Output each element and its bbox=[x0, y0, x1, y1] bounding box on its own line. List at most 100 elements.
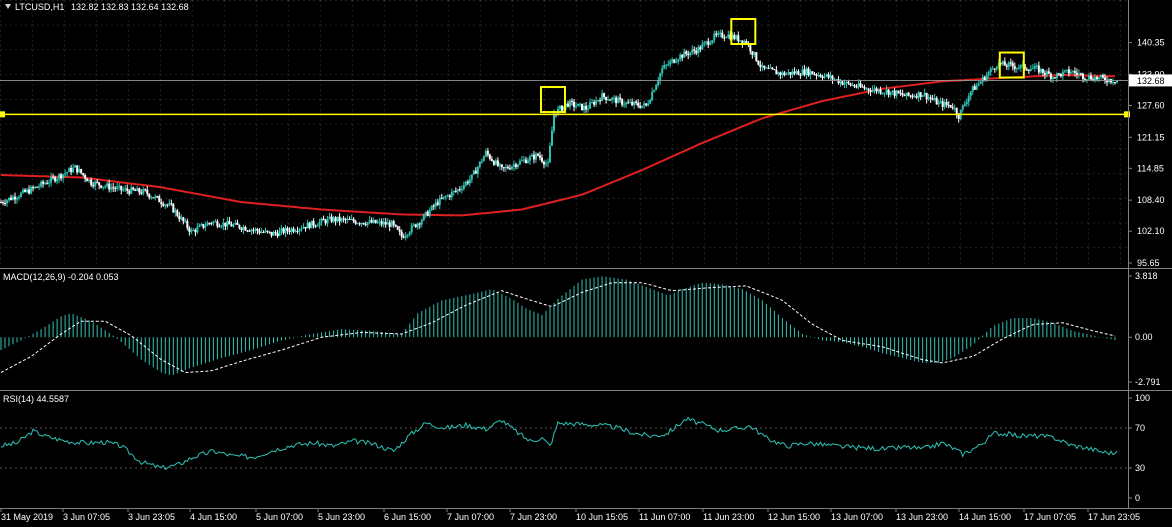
candle-body bbox=[392, 220, 395, 225]
candle-body bbox=[360, 222, 363, 224]
rsi-tick-label: 30 bbox=[1135, 463, 1145, 473]
candle-body bbox=[803, 69, 806, 75]
candle-body bbox=[508, 168, 511, 170]
candle-body bbox=[344, 218, 347, 221]
time-tick-label: 5 Jun 23:00 bbox=[318, 512, 365, 522]
highlight-boxes bbox=[539, 18, 1025, 114]
candle-body bbox=[532, 154, 535, 160]
candle-body bbox=[1053, 77, 1056, 79]
candle-body bbox=[466, 181, 469, 184]
candle-body bbox=[655, 84, 658, 91]
candle-body bbox=[122, 189, 125, 191]
candle-body bbox=[34, 186, 37, 189]
candle-body bbox=[1049, 73, 1052, 79]
candle-body bbox=[567, 103, 570, 107]
candle-body bbox=[1061, 71, 1064, 77]
rsi-line bbox=[0, 416, 1118, 471]
candle-body bbox=[44, 183, 47, 185]
candle-body bbox=[394, 224, 397, 227]
triangle-down-icon[interactable] bbox=[5, 4, 11, 9]
candle-body bbox=[1069, 72, 1072, 74]
candle-body bbox=[957, 114, 960, 119]
candle-body bbox=[208, 223, 211, 225]
candle-body bbox=[480, 161, 483, 163]
candle-body bbox=[615, 97, 618, 104]
candle-body bbox=[492, 160, 495, 165]
candle-body bbox=[989, 68, 992, 73]
candle-body bbox=[635, 101, 638, 103]
candle-body bbox=[214, 221, 217, 223]
candle-body bbox=[849, 83, 852, 86]
candle-body bbox=[617, 97, 620, 104]
candle-body bbox=[48, 182, 51, 184]
candle-body bbox=[1115, 80, 1118, 83]
rsi-panel[interactable]: 100 70 30 0 RSI(14) 44.5587 bbox=[0, 390, 1172, 504]
candle-body bbox=[396, 226, 399, 230]
price-panel[interactable]: 140.35 133.90 127.60 121.15 114.85 108.40 102.… bbox=[0, 0, 1172, 268]
candle-body bbox=[162, 203, 165, 206]
candle-body bbox=[46, 183, 49, 185]
candle-body bbox=[965, 101, 968, 105]
candle-body bbox=[204, 225, 207, 228]
rsi-polyline bbox=[0, 416, 1118, 471]
candle-body bbox=[729, 34, 732, 40]
candle-body bbox=[613, 97, 616, 99]
candle-body bbox=[24, 189, 27, 192]
candle-body bbox=[16, 198, 19, 200]
candle-body bbox=[38, 186, 41, 188]
candle-body bbox=[136, 188, 139, 192]
candle-body bbox=[799, 74, 802, 76]
price-tick-label: 140.35 bbox=[1137, 38, 1165, 48]
candle-body bbox=[526, 160, 529, 163]
candle-body bbox=[254, 229, 257, 231]
candle-body bbox=[444, 196, 447, 198]
candle-body bbox=[985, 75, 988, 81]
candle-body bbox=[1063, 70, 1066, 72]
candle-body bbox=[807, 68, 810, 76]
time-tick-label: 14 Jun 15:00 bbox=[959, 512, 1011, 522]
candle-body bbox=[1077, 73, 1080, 75]
candle-body bbox=[180, 217, 183, 220]
candle-body bbox=[1071, 71, 1074, 73]
candle-body bbox=[414, 224, 417, 228]
rsi-tick-label: 100 bbox=[1135, 393, 1150, 403]
candle-body bbox=[126, 188, 129, 191]
candle-body bbox=[158, 196, 161, 203]
candle-body bbox=[446, 195, 449, 197]
candle-body bbox=[853, 85, 856, 87]
candle-body bbox=[22, 189, 25, 193]
candle-body bbox=[150, 197, 153, 199]
macd-panel[interactable]: 3.818 0.00 -2.791 MACD(12,26,9) -0.204 0.0… bbox=[0, 268, 1172, 387]
candle-body bbox=[855, 86, 858, 88]
candle-body bbox=[641, 105, 644, 108]
candle-body bbox=[841, 81, 844, 85]
candle-body bbox=[915, 96, 918, 98]
candle-body bbox=[524, 159, 527, 163]
candle-body bbox=[286, 227, 289, 231]
candle-body bbox=[775, 70, 778, 75]
candle-body bbox=[857, 83, 860, 87]
candle-body bbox=[68, 168, 71, 173]
candle-body bbox=[761, 65, 764, 68]
candle-body bbox=[785, 73, 788, 76]
candle-body bbox=[929, 97, 932, 99]
candle-body bbox=[200, 224, 203, 226]
candle-body bbox=[402, 236, 405, 238]
price-tick-label: 102.10 bbox=[1137, 226, 1165, 236]
candle-body bbox=[573, 101, 576, 107]
level-handle bbox=[1124, 111, 1130, 118]
candle-body bbox=[440, 197, 443, 199]
candle-body bbox=[358, 223, 361, 225]
candle-body bbox=[4, 203, 7, 205]
candle-body bbox=[787, 72, 790, 74]
candle-body bbox=[332, 217, 335, 222]
candle-body bbox=[845, 81, 848, 84]
candle-body bbox=[1073, 71, 1076, 73]
candle-body bbox=[759, 64, 762, 68]
candle-body bbox=[577, 103, 580, 107]
candle-body bbox=[114, 188, 117, 190]
candle-body bbox=[306, 222, 309, 229]
horizontal-level[interactable] bbox=[0, 111, 1130, 118]
candle-body bbox=[76, 165, 79, 173]
